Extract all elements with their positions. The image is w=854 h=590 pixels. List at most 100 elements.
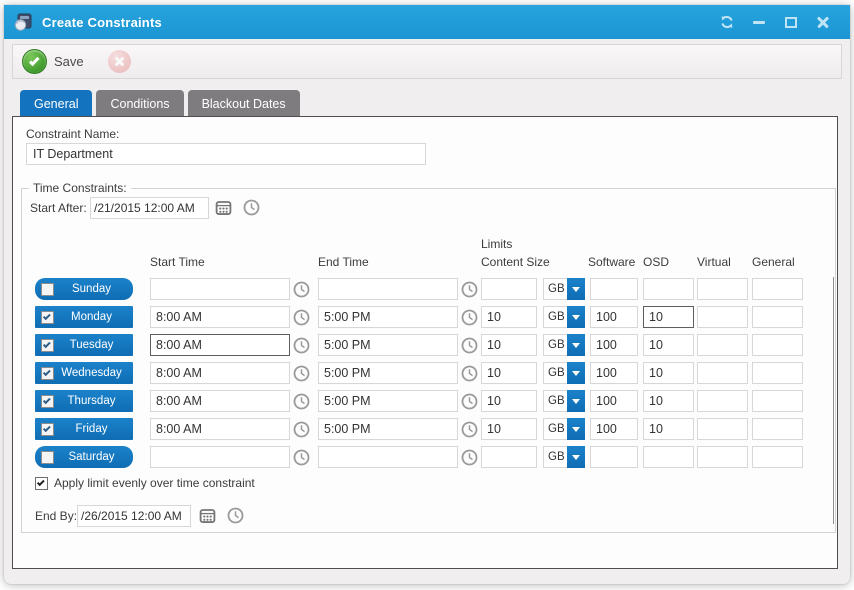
save-button[interactable]: Save — [22, 49, 84, 74]
software-input[interactable] — [590, 278, 638, 300]
end-time-input[interactable] — [318, 306, 458, 328]
end-time-input[interactable] — [318, 390, 458, 412]
minimize-icon — [753, 20, 765, 24]
software-input[interactable] — [590, 334, 638, 356]
calendar-icon[interactable] — [215, 199, 232, 216]
clock-icon[interactable] — [227, 507, 244, 524]
content-size-input[interactable] — [481, 418, 537, 440]
clock-icon[interactable] — [461, 449, 478, 466]
software-input[interactable] — [590, 446, 638, 468]
general-input[interactable] — [752, 390, 803, 412]
virtual-input[interactable] — [697, 334, 748, 356]
clock-icon[interactable] — [293, 309, 310, 326]
unit-dropdown[interactable]: GB — [543, 390, 585, 412]
maximize-button[interactable] — [776, 5, 806, 39]
unit-dropdown[interactable]: GB — [543, 418, 585, 440]
day-toggle-friday[interactable]: Friday — [35, 418, 133, 440]
end-time-input[interactable] — [318, 418, 458, 440]
constraint-name-label: Constraint Name: — [26, 127, 120, 141]
virtual-input[interactable] — [697, 390, 748, 412]
clock-icon[interactable] — [293, 365, 310, 382]
end-time-input[interactable] — [318, 278, 458, 300]
software-input[interactable] — [590, 306, 638, 328]
close-icon — [816, 15, 830, 29]
day-toggle-wednesday[interactable]: Wednesday — [35, 362, 133, 384]
content-size-input[interactable] — [481, 446, 537, 468]
osd-input[interactable] — [643, 390, 694, 412]
start-time-input[interactable] — [150, 278, 290, 300]
general-input[interactable] — [752, 446, 803, 468]
refresh-button[interactable] — [712, 5, 742, 39]
start-time-input[interactable] — [150, 306, 290, 328]
apply-limit-checkbox[interactable]: Apply limit evenly over time constraint — [35, 476, 255, 490]
virtual-input[interactable] — [697, 306, 748, 328]
osd-input[interactable] — [643, 278, 694, 300]
osd-input[interactable] — [643, 334, 694, 356]
clock-icon[interactable] — [293, 281, 310, 298]
general-input[interactable] — [752, 334, 803, 356]
clock-icon[interactable] — [293, 337, 310, 354]
virtual-input[interactable] — [697, 362, 748, 384]
close-button[interactable] — [808, 5, 838, 39]
start-time-input[interactable] — [150, 418, 290, 440]
software-input[interactable] — [590, 390, 638, 412]
osd-input[interactable] — [643, 446, 694, 468]
calendar-icon[interactable] — [199, 507, 216, 524]
content-size-input[interactable] — [481, 390, 537, 412]
end-time-input[interactable] — [318, 446, 458, 468]
clock-icon[interactable] — [461, 393, 478, 410]
clock-icon[interactable] — [461, 337, 478, 354]
content-size-input[interactable] — [481, 306, 537, 328]
unit-value: GB — [543, 362, 567, 384]
clock-icon[interactable] — [461, 309, 478, 326]
unit-dropdown[interactable]: GB — [543, 362, 585, 384]
end-time-input[interactable] — [318, 334, 458, 356]
osd-input[interactable] — [643, 362, 694, 384]
clock-icon[interactable] — [461, 281, 478, 298]
tab-conditions[interactable]: Conditions — [96, 90, 184, 117]
unit-dropdown[interactable]: GB — [543, 334, 585, 356]
general-input[interactable] — [752, 418, 803, 440]
chevron-down-icon — [567, 278, 585, 300]
general-input[interactable] — [752, 362, 803, 384]
start-after-input[interactable] — [90, 197, 209, 219]
clock-icon[interactable] — [293, 393, 310, 410]
unit-dropdown[interactable]: GB — [543, 278, 585, 300]
end-by-input[interactable] — [77, 505, 191, 527]
minimize-button[interactable] — [744, 5, 774, 39]
day-label: Sunday — [71, 283, 111, 295]
clock-icon[interactable] — [293, 449, 310, 466]
clock-icon[interactable] — [293, 421, 310, 438]
virtual-input[interactable] — [697, 446, 748, 468]
start-time-input[interactable] — [150, 446, 290, 468]
day-row-sunday: Sunday GB — [22, 278, 835, 301]
virtual-input[interactable] — [697, 278, 748, 300]
software-input[interactable] — [590, 362, 638, 384]
clock-icon[interactable] — [461, 365, 478, 382]
day-toggle-saturday[interactable]: Saturday — [35, 446, 133, 468]
general-input[interactable] — [752, 306, 803, 328]
start-time-input[interactable] — [150, 390, 290, 412]
start-time-input[interactable] — [150, 334, 290, 356]
osd-input[interactable] — [643, 418, 694, 440]
clock-icon[interactable] — [461, 421, 478, 438]
day-toggle-thursday[interactable]: Thursday — [35, 390, 133, 412]
virtual-input[interactable] — [697, 418, 748, 440]
software-input[interactable] — [590, 418, 638, 440]
unit-dropdown[interactable]: GB — [543, 306, 585, 328]
tab-blackout-dates[interactable]: Blackout Dates — [187, 90, 300, 117]
day-toggle-monday[interactable]: Monday — [35, 306, 133, 328]
unit-dropdown[interactable]: GB — [543, 446, 585, 468]
constraint-name-input[interactable] — [26, 143, 426, 165]
content-size-input[interactable] — [481, 334, 537, 356]
tab-general[interactable]: General — [20, 90, 93, 117]
general-input[interactable] — [752, 278, 803, 300]
day-toggle-sunday[interactable]: Sunday — [35, 278, 133, 300]
end-time-input[interactable] — [318, 362, 458, 384]
content-size-input[interactable] — [481, 362, 537, 384]
content-size-input[interactable] — [481, 278, 537, 300]
start-time-input[interactable] — [150, 362, 290, 384]
day-toggle-tuesday[interactable]: Tuesday — [35, 334, 133, 356]
clock-icon[interactable] — [243, 199, 260, 216]
osd-input[interactable] — [643, 306, 694, 328]
